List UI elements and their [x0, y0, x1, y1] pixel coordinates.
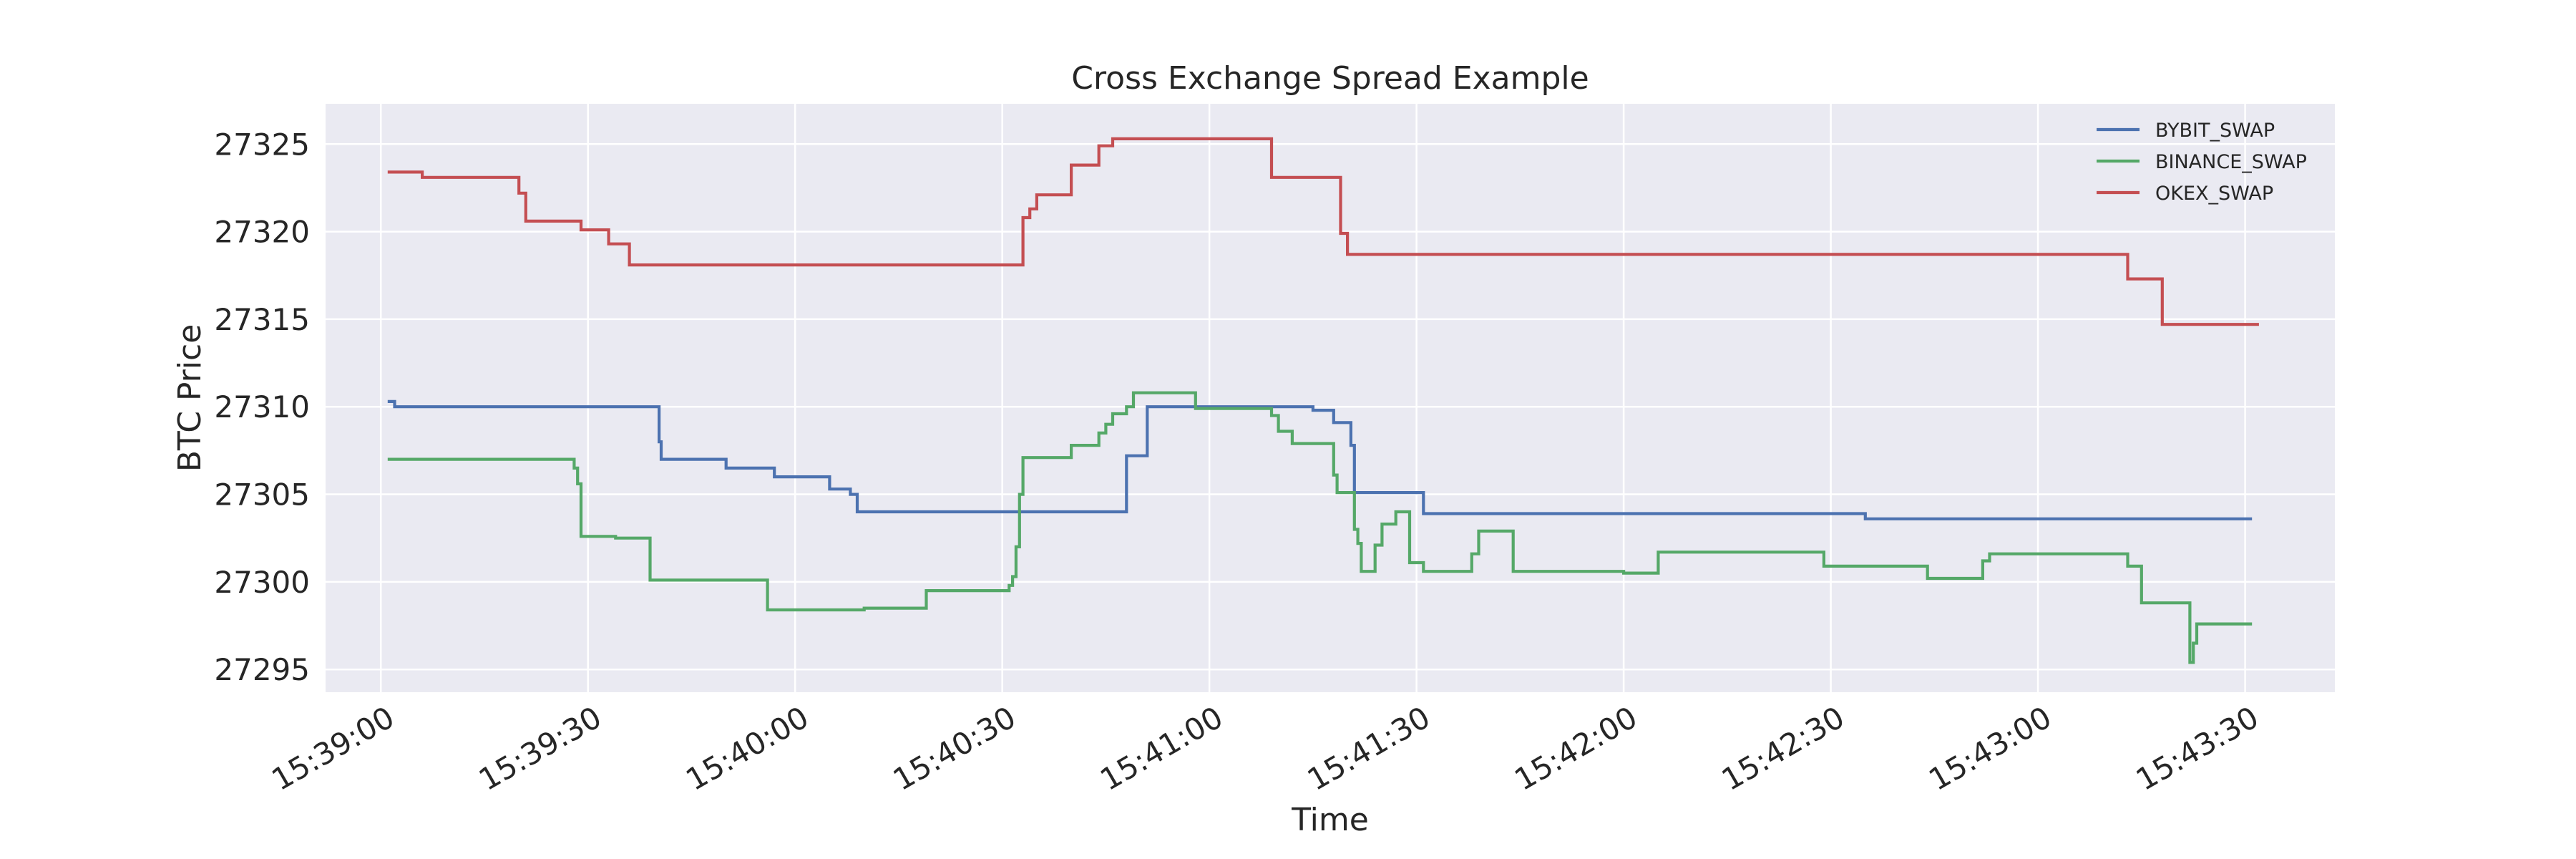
x-axis-label: Time [1291, 802, 1369, 838]
series-line-bybit-swap [387, 399, 2253, 520]
y-tick-label: 27300 [214, 565, 310, 600]
series-line-binance-swap [387, 391, 2253, 664]
y-axis-label: BTC Price [172, 324, 208, 472]
x-tick-label: 15:39:30 [473, 699, 608, 797]
x-tick-label: 15:40:00 [680, 699, 814, 797]
y-tick-label: 27305 [214, 477, 310, 513]
legend-label: OKEX_SWAP [2155, 183, 2273, 205]
series-lines [387, 137, 2259, 664]
y-tick-label: 27310 [214, 389, 310, 424]
y-tick-label: 27320 [214, 215, 310, 250]
x-tick-label: 15:39:00 [265, 699, 400, 797]
x-tick-label: 15:41:00 [1094, 699, 1229, 797]
legend-label: BINANCE_SWAP [2155, 151, 2307, 173]
legend: BYBIT_SWAP BINANCE_SWAP OKEX_SWAP [2097, 120, 2307, 205]
plot-background [326, 104, 2335, 692]
series-line-okex-swap [387, 137, 2259, 326]
x-tick-label: 15:42:30 [1716, 699, 1850, 797]
y-tick-label: 27325 [214, 127, 310, 162]
x-tick-label: 15:40:30 [887, 699, 1022, 797]
x-tick-label: 15:43:30 [2130, 699, 2265, 797]
legend-label: BYBIT_SWAP [2155, 120, 2275, 142]
chart-title: Cross Exchange Spread Example [1071, 60, 1589, 97]
x-tick-label: 15:42:00 [1508, 699, 1643, 797]
y-tick-label: 27295 [214, 652, 310, 687]
y-tick-label: 27315 [214, 302, 310, 337]
x-tick-label: 15:43:00 [1923, 699, 2057, 797]
x-tick-label: 15:41:30 [1302, 699, 1436, 797]
